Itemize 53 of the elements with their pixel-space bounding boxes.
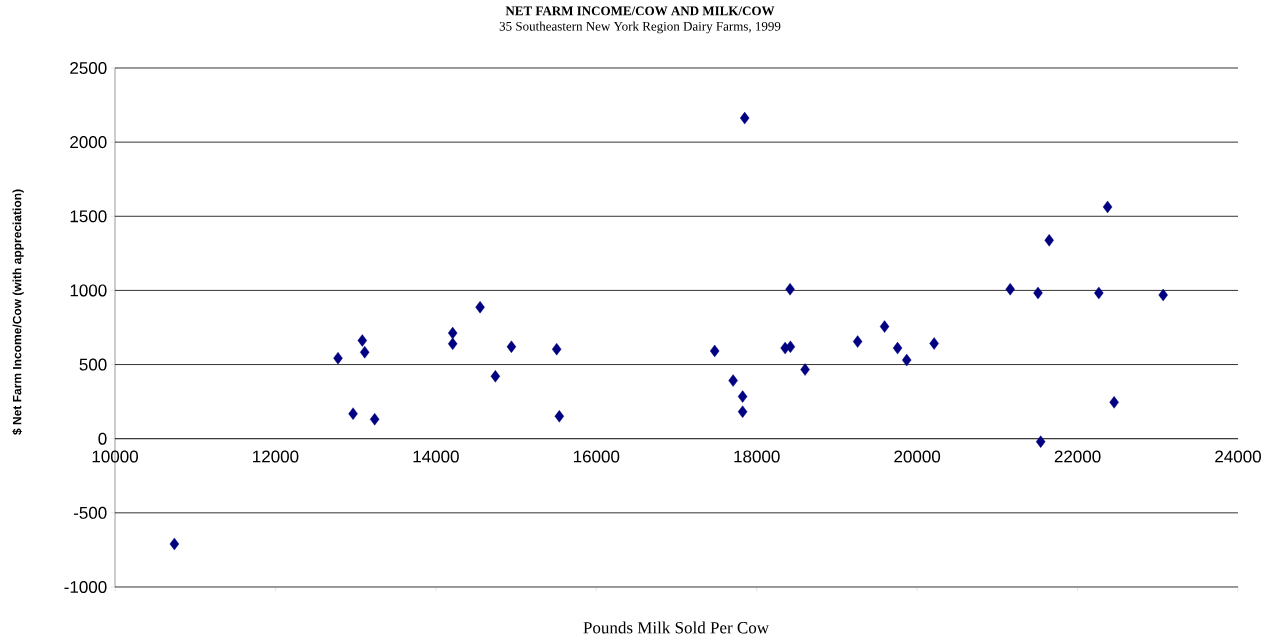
point <box>785 283 795 296</box>
y-tick-label: -500 <box>73 506 107 519</box>
point <box>737 390 748 403</box>
x-tick-label: 18000 <box>734 450 780 463</box>
point <box>1158 288 1168 302</box>
point <box>1033 286 1043 300</box>
point <box>506 340 517 353</box>
point <box>737 405 748 418</box>
chart-subtitle: 35 Southeastern New York Region Dairy Farms, 1999 <box>499 21 781 34</box>
point <box>551 342 562 356</box>
x-tick-label: 20000 <box>894 450 941 463</box>
y-tick-label: -1000 <box>64 580 107 594</box>
point <box>1094 286 1104 300</box>
x-tick-label: 22000 <box>1054 450 1101 463</box>
x-axis-title: Pounds Milk Sold Per Cow <box>583 621 769 634</box>
point <box>333 351 343 365</box>
point <box>902 353 912 367</box>
point <box>448 337 458 350</box>
point <box>1005 283 1015 296</box>
y-tick-label: 1500 <box>70 210 107 223</box>
point <box>348 407 358 420</box>
point <box>169 537 180 551</box>
point <box>369 413 380 426</box>
point <box>1035 435 1046 448</box>
x-tick-label: 10000 <box>92 450 138 463</box>
point <box>1102 200 1113 214</box>
y-tick-label: 2000 <box>70 136 107 149</box>
y-tick-label: 1000 <box>70 284 107 297</box>
point <box>728 374 738 387</box>
x-tick-label: 14000 <box>413 450 459 463</box>
y-tick-label: 500 <box>79 358 107 371</box>
point <box>800 363 810 376</box>
x-tick-label: 12000 <box>253 450 299 463</box>
y-tick-label: 2500 <box>70 61 107 75</box>
point <box>739 111 750 125</box>
y-axis-title: $ Net Farm Income/Cow (with appreciation) <box>12 189 24 435</box>
point <box>892 341 903 355</box>
point <box>879 320 890 333</box>
point <box>490 370 501 383</box>
x-tick-label: 16000 <box>573 450 620 463</box>
x-tick-label: 24000 <box>1215 450 1261 463</box>
point <box>475 300 485 314</box>
point <box>852 335 863 348</box>
point <box>360 346 370 359</box>
point <box>929 337 939 350</box>
point <box>357 334 368 347</box>
point <box>1109 396 1119 409</box>
point <box>448 326 458 340</box>
point <box>709 344 720 358</box>
point <box>554 410 565 423</box>
y-tick-label: 0 <box>98 432 107 445</box>
point <box>1044 234 1054 247</box>
chart-title: NET FARM INCOME/COW AND MILK/COW <box>505 6 775 16</box>
